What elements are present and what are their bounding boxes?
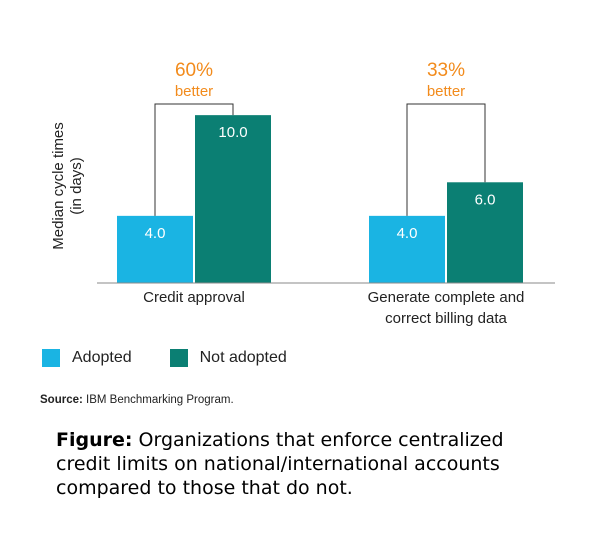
legend: Adopted Not adopted <box>42 349 325 367</box>
data-label: 4.0 <box>397 225 418 242</box>
legend-label-not-adopted: Not adopted <box>199 349 287 366</box>
x-tick-label: Generate complete and correct billing dat… <box>368 289 525 327</box>
bar-not-adopted <box>447 182 523 283</box>
x-tick-label: Credit approval <box>143 289 245 306</box>
y-axis-label-line: (in days) <box>68 157 85 215</box>
bar-chart: Median cycle times(in days) 4.0 10.0 Credi… <box>50 60 555 327</box>
y-axis-label: Median cycle times(in days) <box>50 122 85 250</box>
legend-label-adopted: Adopted <box>72 349 132 366</box>
y-axis-label-line: Median cycle times <box>50 122 67 250</box>
annotation-better: better <box>427 83 465 100</box>
x-tick-label-line: correct billing data <box>385 310 507 327</box>
caption-text: Organizations that enforce centralized c… <box>56 429 504 499</box>
source-note: Source: IBM Benchmarking Program. <box>40 394 234 406</box>
annotation-better: better <box>175 83 213 100</box>
bar-adopted <box>369 215 445 283</box>
annotation-percent: 33% <box>427 60 465 81</box>
legend-swatch-not-adopted <box>169 349 188 367</box>
bars-layer <box>117 115 523 284</box>
data-label: 4.0 <box>145 225 166 242</box>
labels-layer: 4.0 10.0 Credit approval 60% better 4.0 6.0 Gen… <box>143 60 524 327</box>
data-label: 10.0 <box>218 124 247 141</box>
legend-swatch-adopted <box>42 349 60 367</box>
bar-not-adopted <box>195 115 271 284</box>
comparison-bracket <box>154 103 234 216</box>
legend-item-adopted: Adopted <box>42 349 132 367</box>
annotation-percent: 60% <box>175 60 213 81</box>
source-text: IBM Benchmarking Program. <box>82 394 234 406</box>
legend-item-not-adopted: Not adopted <box>169 349 287 367</box>
figure-caption: Figure: Organizations that enforce centr… <box>56 428 556 500</box>
x-tick-label-line: Generate complete and <box>368 289 525 306</box>
x-tick-label-line: Credit approval <box>143 289 245 306</box>
data-label: 6.0 <box>475 191 496 208</box>
bar-adopted <box>117 215 193 283</box>
comparison-bracket <box>406 103 486 216</box>
caption-prefix: Figure: <box>56 429 133 451</box>
source-prefix: Source: <box>40 394 83 406</box>
